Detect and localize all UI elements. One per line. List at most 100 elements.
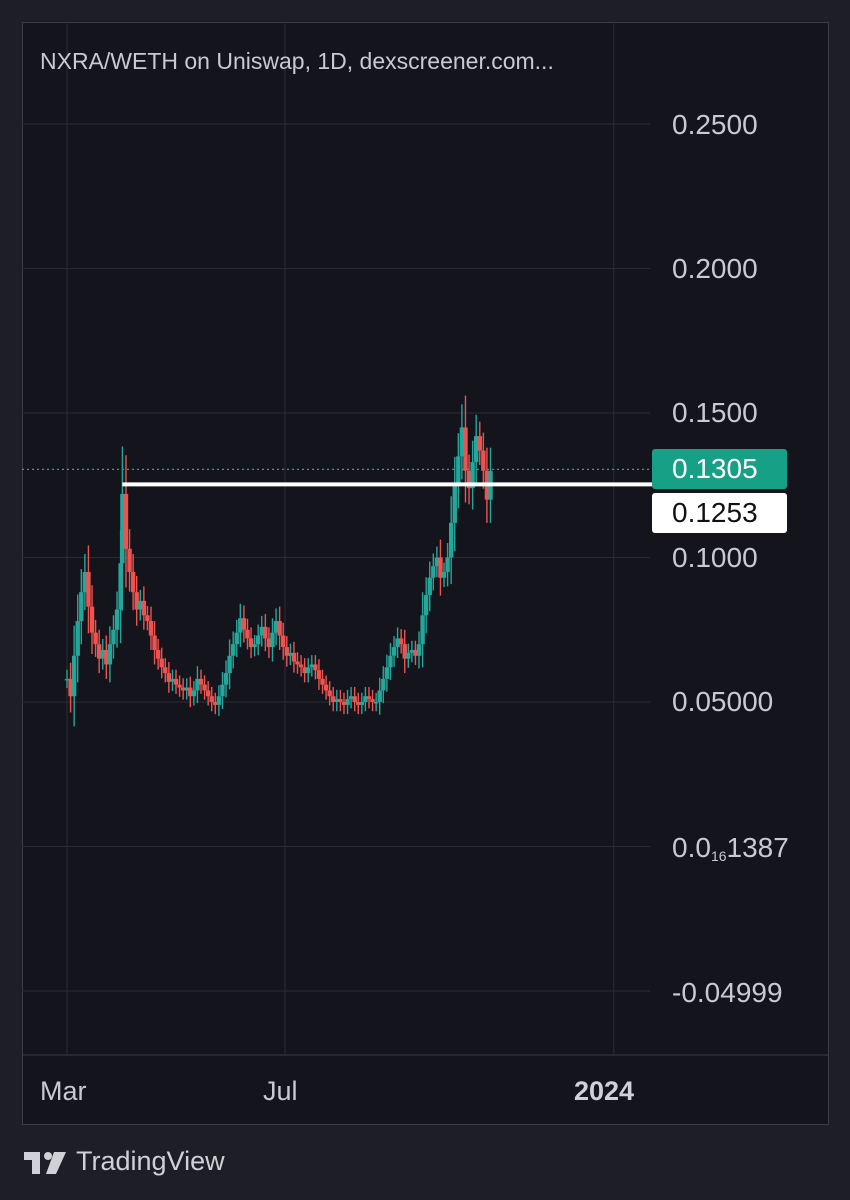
candle (104, 635, 109, 679)
candle-body (427, 577, 432, 596)
candle-body (220, 684, 225, 697)
candle-body (213, 702, 218, 705)
candle (295, 652, 300, 674)
candle (427, 561, 432, 612)
candle (373, 692, 379, 712)
candle (331, 686, 336, 712)
candle-body (377, 690, 382, 702)
candle-body (245, 629, 250, 639)
candle-body (270, 632, 275, 648)
candle (381, 666, 386, 704)
candle (391, 636, 397, 667)
candle-body (177, 684, 182, 688)
candle-body (111, 629, 116, 645)
candle (477, 421, 482, 466)
candle (159, 647, 164, 679)
candle (191, 681, 197, 706)
candle (377, 677, 382, 715)
candle-body (118, 563, 123, 610)
candle (205, 681, 211, 706)
candle-body (114, 609, 120, 630)
candle (352, 686, 357, 712)
candle-body (281, 635, 286, 648)
candle (123, 455, 129, 588)
candle-body (138, 600, 143, 610)
candle-body (120, 493, 125, 564)
candle-body (134, 592, 139, 610)
candle-body (398, 638, 404, 645)
candle-body (273, 621, 279, 633)
candle-body (459, 427, 465, 457)
candle-body (302, 667, 307, 674)
candle-body (284, 647, 289, 656)
candle (75, 594, 80, 683)
grid-lines (22, 22, 829, 1056)
candle (216, 685, 222, 716)
candle (223, 660, 229, 698)
candle-body (248, 638, 254, 648)
candle (288, 643, 293, 666)
candle-body (170, 678, 175, 682)
candle-body (263, 626, 268, 639)
candle (82, 554, 88, 611)
candle-body (338, 699, 343, 702)
candle (96, 629, 102, 674)
candle (406, 643, 411, 668)
candle-body (198, 678, 204, 685)
candle (423, 577, 429, 634)
candle (170, 669, 175, 692)
candle (320, 669, 325, 694)
candle (100, 638, 105, 670)
candle-body (89, 606, 95, 633)
candle-body (141, 600, 147, 616)
candle-body (75, 621, 80, 656)
x-tick-label-mar: Mar (40, 1076, 87, 1106)
candle (416, 631, 422, 669)
candle-body (481, 450, 486, 471)
candle (334, 689, 340, 712)
candle-body (366, 696, 372, 700)
candle (402, 629, 407, 674)
chart-frame (22, 22, 829, 1125)
candle (114, 591, 120, 648)
candle-body (82, 571, 88, 593)
y-tick-label: 0.2500 (672, 109, 758, 140)
candle (291, 641, 297, 673)
candle (64, 669, 70, 689)
candle-body (252, 644, 257, 648)
candle (263, 614, 268, 652)
candle-body (79, 592, 84, 622)
candle-body (159, 658, 164, 668)
candle-body (216, 696, 222, 705)
candle (395, 627, 400, 659)
candle-body (163, 667, 168, 674)
y-tick-label-tail: 1387 (726, 832, 789, 863)
horizontal-level-tag[interactable]: 0.1253 (652, 493, 787, 533)
candle (248, 627, 254, 659)
candle (298, 655, 304, 677)
candle-body (306, 667, 311, 674)
candle-body (148, 621, 154, 636)
candle (163, 658, 168, 683)
candle (413, 640, 418, 666)
candle (188, 676, 193, 708)
tradingview-brand[interactable]: TradingView (24, 1146, 225, 1177)
candle-body (195, 678, 200, 691)
candle-body (331, 696, 336, 702)
candle-body (391, 647, 397, 656)
candle (89, 585, 95, 655)
candle (111, 615, 116, 659)
candle (345, 689, 350, 715)
candle (234, 619, 239, 657)
candle-body (373, 702, 379, 704)
candle-body (323, 684, 329, 691)
y-tick-label: 0.0161387 (672, 832, 789, 864)
candle (213, 692, 218, 715)
candle-body (348, 696, 354, 700)
candle (68, 662, 73, 713)
candle (238, 603, 243, 648)
candle-body (352, 696, 357, 702)
candle-body (456, 456, 461, 486)
candle (281, 622, 286, 660)
